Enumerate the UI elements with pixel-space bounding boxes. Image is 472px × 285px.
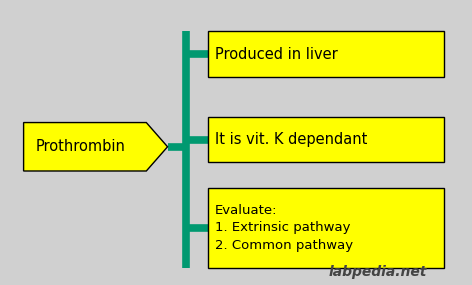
- FancyBboxPatch shape: [208, 31, 444, 77]
- Text: Produced in liver: Produced in liver: [215, 47, 337, 62]
- Text: Evaluate:
1. Extrinsic pathway
2. Common pathway: Evaluate: 1. Extrinsic pathway 2. Common…: [215, 203, 353, 253]
- FancyBboxPatch shape: [208, 188, 444, 268]
- Text: Prothrombin: Prothrombin: [35, 139, 125, 154]
- FancyBboxPatch shape: [208, 117, 444, 162]
- Text: labpedia.net: labpedia.net: [329, 265, 427, 279]
- Polygon shape: [24, 123, 168, 171]
- Text: It is vit. K dependant: It is vit. K dependant: [215, 132, 367, 147]
